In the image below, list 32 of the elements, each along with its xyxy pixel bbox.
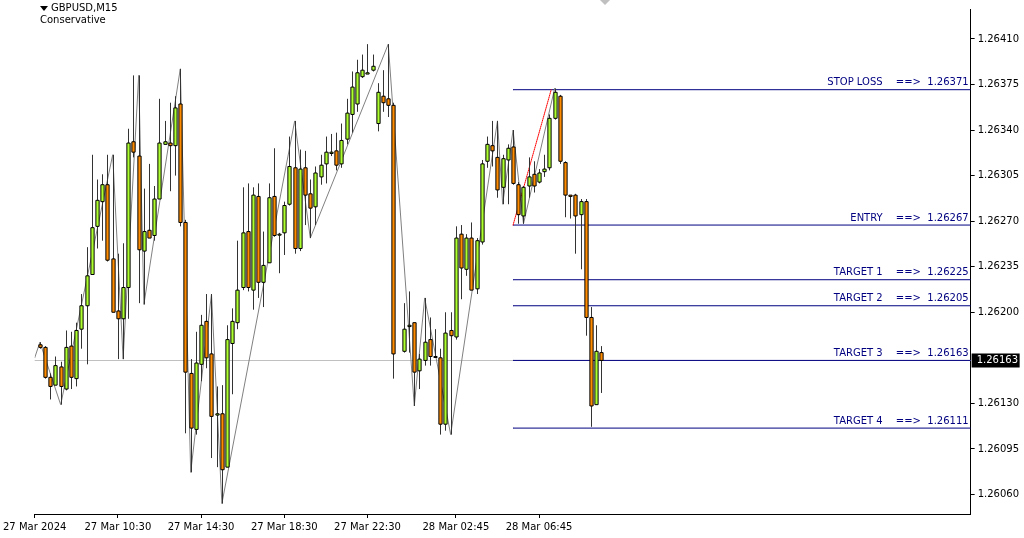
y-tick-label: 1.26130: [977, 396, 1020, 408]
data-label: ==> 1.26267: [895, 211, 969, 223]
data-label: ==> 1.26371: [895, 76, 969, 88]
x-tick-label: 27 Mar 22:30: [334, 520, 401, 532]
data-label: ==> 1.26205: [895, 292, 969, 304]
series-label: ENTRY: [850, 211, 884, 223]
y-tick-label: 1.26095: [977, 442, 1020, 454]
y-tick-label: 1.26340: [977, 123, 1020, 135]
ref-line-label: 1.26163: [976, 354, 1019, 366]
x-tick-label: 27 Mar 10:30: [84, 520, 152, 532]
x-tick-label: 27 Mar 14:30: [167, 520, 235, 532]
series-label: TARGET 4: [832, 414, 883, 426]
series-label: TARGET 2: [832, 292, 883, 304]
y-tick-label: 1.26235: [977, 260, 1020, 272]
y-tick-label: 1.26200: [977, 305, 1020, 317]
data-label: ==> 1.26163: [895, 347, 969, 359]
x-tick-label: 27 Mar 18:30: [250, 520, 318, 532]
y-tick-label: 1.26060: [977, 488, 1020, 500]
text: Conservative: [40, 14, 107, 26]
series-label: TARGET 1: [832, 266, 883, 278]
x-tick-label: 28 Mar 02:45: [422, 520, 490, 532]
data-label: ==> 1.26111: [895, 414, 969, 426]
x-tick-label: 28 Mar 06:45: [505, 520, 573, 532]
y-tick-label: 1.26270: [977, 214, 1020, 226]
chart-title: GBPUSD,M15: [51, 2, 118, 13]
series-label: STOP LOSS: [827, 76, 883, 88]
series-label: TARGET 3: [832, 347, 883, 359]
y-tick-label: 1.26305: [977, 169, 1020, 181]
x-tick-label: 27 Mar 2024: [3, 520, 67, 532]
y-tick-label: 1.26410: [977, 32, 1020, 44]
data-label: ==> 1.26225: [895, 266, 969, 278]
y-tick-label: 1.26375: [977, 78, 1020, 90]
